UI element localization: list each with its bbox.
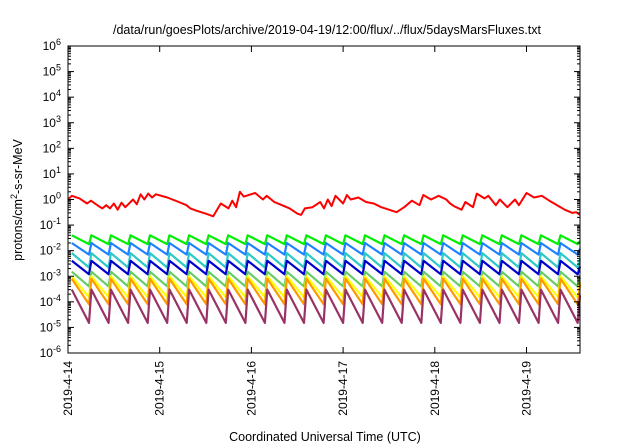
y-tick-base: 10 — [43, 167, 57, 181]
y-tick-exp: -1 — [53, 216, 61, 226]
y-tick-exp: -2 — [53, 242, 61, 252]
y-tick-base: 10 — [43, 193, 57, 207]
plot-series — [67, 190, 582, 324]
y-tick-base: 10 — [43, 90, 57, 104]
x-axis: 2019-4-14 2019-4-15 2019-4-16 2019-4-17 2019… — [61, 46, 534, 416]
y-tick-label: 105 — [43, 63, 61, 79]
y-axis: 10-610-510-410-310-210-11001011021031041… — [40, 37, 580, 360]
x-tick-label: 2019-4-17 — [336, 361, 350, 416]
y-tick-label: 103 — [43, 114, 61, 130]
y-tick-label: 101 — [43, 165, 61, 181]
y-tick-label: 10-3 — [40, 267, 61, 283]
y-axis-label: protons/cm2-s-sr-MeV — [9, 138, 25, 260]
series-line — [70, 277, 582, 306]
y-tick-base: 10 — [43, 141, 57, 155]
y-tick-exp: 2 — [56, 139, 61, 149]
y-tick-base: 10 — [43, 39, 57, 53]
y-tick-exp: 6 — [56, 37, 61, 47]
y-tick-label: 106 — [43, 37, 61, 53]
y-axis-label-text: protons/cm — [11, 199, 25, 261]
series-line — [71, 259, 582, 276]
y-tick-label: 100 — [43, 191, 61, 207]
y-tick-exp: 0 — [56, 191, 61, 201]
y-tick-exp: 3 — [56, 114, 61, 124]
x-tick-label: 2019-4-19 — [520, 361, 534, 416]
series-line — [71, 241, 582, 256]
series-line — [70, 288, 582, 324]
y-axis-label-sup: 2 — [9, 194, 19, 199]
x-axis-label: Coordinated Universal Time (UTC) — [229, 430, 421, 444]
y-tick-exp: -6 — [53, 344, 61, 354]
x-tick-label: 2019-4-16 — [244, 361, 258, 416]
y-tick-exp: 1 — [56, 165, 61, 175]
y-tick-label: 10-1 — [40, 216, 61, 232]
y-tick-base: 10 — [40, 346, 54, 360]
y-axis-label-rest: -s-sr-MeV — [11, 138, 25, 194]
y-tick-base: 10 — [40, 295, 54, 309]
chart-title: /data/run/goesPlots/archive/2019-04-19/1… — [113, 23, 542, 37]
y-tick-label: 10-6 — [40, 344, 61, 360]
x-tick-label: 2019-4-15 — [153, 361, 167, 416]
y-tick-base: 10 — [40, 320, 54, 334]
x-tick-label: 2019-4-18 — [428, 361, 442, 416]
series-line — [71, 234, 581, 246]
y-tick-base: 10 — [43, 65, 57, 79]
y-tick-label: 104 — [43, 88, 61, 104]
y-tick-label: 10-5 — [40, 318, 61, 334]
series-line — [71, 252, 582, 269]
y-tick-base: 10 — [40, 269, 54, 283]
y-tick-exp: 4 — [56, 88, 61, 98]
y-tick-label: 10-4 — [40, 293, 61, 309]
y-tick-label: 102 — [43, 139, 61, 155]
y-tick-exp: -3 — [53, 267, 61, 277]
y-tick-base: 10 — [40, 244, 54, 258]
y-tick-exp: -4 — [53, 293, 61, 303]
x-tick-label: 2019-4-14 — [61, 361, 75, 416]
y-tick-base: 10 — [40, 218, 54, 232]
y-tick-label: 10-2 — [40, 242, 61, 258]
y-tick-exp: -5 — [53, 318, 61, 328]
series-line — [67, 190, 581, 218]
y-tick-base: 10 — [43, 116, 57, 130]
y-tick-exp: 5 — [56, 63, 61, 73]
